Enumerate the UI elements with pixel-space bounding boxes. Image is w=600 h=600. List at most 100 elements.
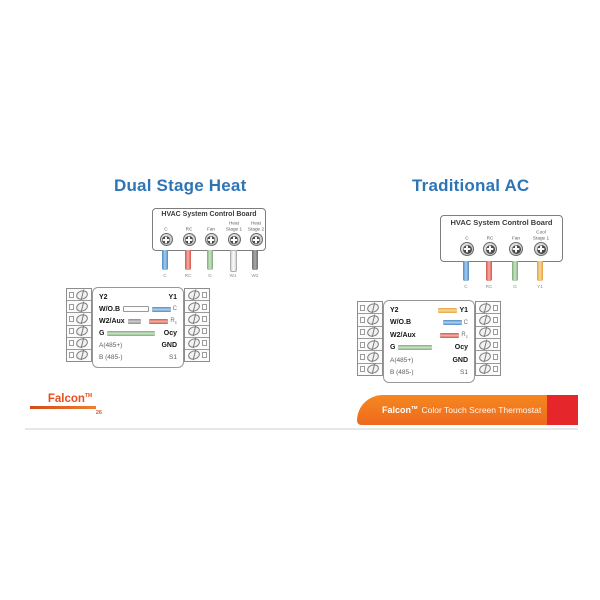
falcon-logo-text: FalconTM (47, 393, 93, 405)
strip-cell (358, 338, 382, 352)
strip-cell (185, 288, 209, 302)
wire-label: W1 (229, 273, 237, 279)
strip-cell (185, 300, 209, 314)
strip-cell (67, 324, 91, 338)
screw-terminal-icon (204, 233, 218, 246)
terminal-c: C (152, 220, 180, 246)
wire-notch (360, 329, 365, 336)
terminal-label: RC (185, 227, 193, 232)
hvac-board-left: HVAC System Control Board C RC Fan Heat S… (152, 208, 266, 251)
screw-icon (74, 349, 90, 362)
wire-notch (493, 353, 498, 360)
terminal-label: Heat (229, 221, 239, 226)
wire-green-g (207, 250, 213, 270)
strip-cell (67, 349, 91, 362)
wire-green-stub (398, 345, 433, 351)
screw-icon (186, 324, 202, 338)
wire-label: RC (485, 284, 493, 290)
terminal-a485: A(485+) (99, 342, 123, 350)
terminal-label: Fan (206, 227, 216, 232)
terminal-s1: S1 (460, 369, 468, 377)
wire-notch (202, 315, 207, 322)
strip-cell (67, 300, 91, 314)
screw-icon (74, 324, 90, 338)
screw-icon (477, 363, 493, 376)
terminal-label: RC (486, 236, 494, 241)
screw-icon (365, 313, 381, 327)
terminal-fan: Fan (197, 220, 225, 246)
wire-notch (69, 352, 74, 359)
screw-icon (74, 312, 90, 326)
wire-notch (360, 366, 365, 373)
board-title: HVAC System Control Board (450, 218, 553, 227)
terminal-g: G (390, 344, 396, 352)
falcon-logo: FalconTM 26 (30, 393, 110, 416)
screw-icon (477, 326, 493, 339)
screw-icon (74, 337, 90, 350)
diagram-title-traditional-ac: Traditional AC (412, 176, 530, 195)
strip-cell (358, 350, 382, 364)
terminal-row: Y2 Y1 (390, 304, 468, 316)
terminal-rc: Rc (461, 331, 468, 339)
strip-cell (185, 337, 209, 350)
terminal-rc: RC (175, 220, 203, 246)
wire-label: C (464, 284, 468, 290)
terminal-s1: S1 (169, 354, 177, 362)
screw-icon (365, 338, 381, 351)
wire-notch (493, 329, 498, 336)
wire-notch (202, 291, 207, 298)
screw-terminal-icon (249, 233, 263, 246)
strip-cell (476, 350, 500, 364)
terminal-label: Cool (536, 230, 546, 235)
terminal-b485: B (485-) (99, 354, 123, 362)
screw-icon (186, 288, 202, 301)
terminal-ocy: Ocy (163, 330, 177, 338)
screw-terminal-icon (159, 233, 173, 246)
screw-icon (365, 326, 381, 339)
wire-notch (202, 303, 207, 310)
screw-terminal-icon (534, 242, 548, 256)
strip-cell (67, 312, 91, 326)
wire-yellow-stub (438, 307, 458, 313)
screw-terminal-icon (483, 242, 497, 256)
terminal-heat-stage-1: Heat Stage 1 (220, 220, 248, 246)
wire-label: W2 (251, 273, 259, 279)
strip-cell (476, 301, 500, 315)
terminal-strip (475, 301, 501, 376)
terminal-row: W2/Aux Rc (390, 329, 468, 341)
terminal-label: Fan (511, 236, 521, 241)
wire-gray-w2 (252, 250, 258, 270)
terminal-row: W/O.B C (99, 303, 177, 315)
terminal-row: B (485-) S1 (390, 367, 468, 379)
thermostat-terminal-block-left: Y2 Y1 W/O.B C W2/Aux Rc G Ocy A(485+) GN… (92, 287, 184, 368)
logo-underline (30, 406, 96, 409)
wire-notch (69, 315, 74, 322)
wire-notch (493, 304, 498, 311)
wire-blue-c (162, 250, 168, 270)
screw-terminal-icon (509, 242, 523, 256)
terminal-row: W2/Aux Rc (99, 315, 177, 327)
wire-white-w1 (230, 250, 237, 272)
screw-terminal-icon (182, 233, 196, 246)
terminal-label: C (465, 236, 469, 241)
terminal-label: Stage 1 (532, 236, 550, 241)
strip-cell (358, 313, 382, 327)
wire-gray-stub (127, 318, 141, 324)
wire-green-stub (107, 331, 156, 337)
thermostat-terminal-block-right: Y2 Y1 W/O.B C W2/Aux Rc G Ocy A(485+) GN… (383, 300, 475, 383)
diagram-title-dual-stage-heat: Dual Stage Heat (114, 176, 247, 195)
terminal-row: W/O.B C (390, 317, 468, 329)
terminal-g: G (99, 330, 105, 338)
screw-icon (477, 338, 493, 351)
screw-icon (186, 337, 202, 350)
terminal-c: C (453, 229, 481, 256)
screw-icon (74, 300, 90, 313)
wire-notch (360, 304, 365, 311)
page-number: 26 (95, 409, 102, 416)
terminal-heat-stage-2: Heat Stage 2 (242, 220, 270, 246)
strip-cell (476, 326, 500, 339)
wire-red-stub (440, 332, 460, 338)
terminal-row: A(485+) GND (99, 340, 177, 352)
terminal-fan: Fan (502, 229, 530, 256)
